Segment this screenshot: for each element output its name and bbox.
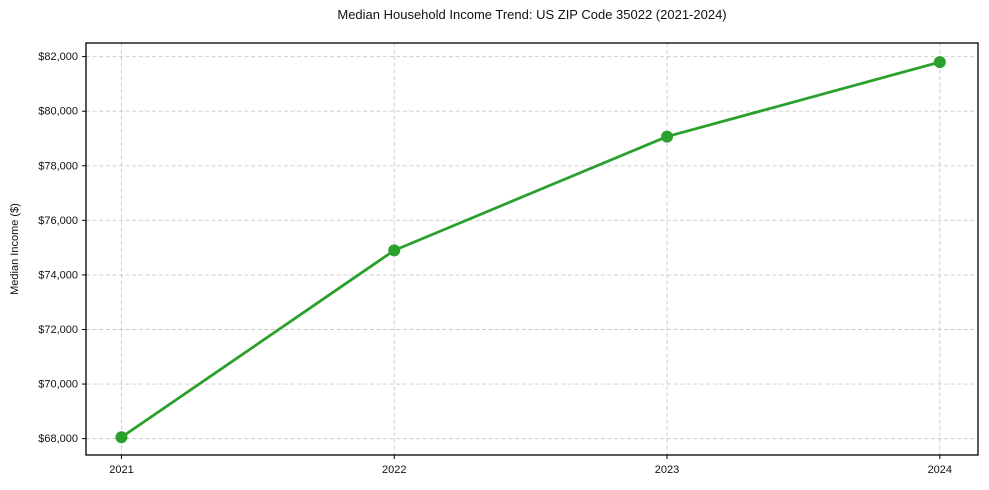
- x-tick-label: 2021: [109, 464, 133, 476]
- y-tick-label: $76,000: [38, 215, 78, 227]
- y-axis-label: Median Income ($): [9, 203, 21, 295]
- data-point-marker: [661, 130, 674, 143]
- y-tick-label: $78,000: [38, 160, 78, 172]
- y-tick-label: $74,000: [38, 269, 78, 281]
- x-tick-label: 2024: [928, 464, 952, 476]
- x-tick-label: 2022: [382, 464, 406, 476]
- data-point-marker: [115, 431, 128, 444]
- x-tick-label: 2023: [655, 464, 679, 476]
- y-tick-label: $72,000: [38, 324, 78, 336]
- plot-border: [85, 42, 979, 456]
- y-tick-label: $70,000: [38, 379, 78, 391]
- chart-title: Median Household Income Trend: US ZIP Co…: [337, 7, 727, 22]
- y-tick-label: $68,000: [38, 433, 78, 445]
- y-tick-label: $80,000: [38, 106, 78, 118]
- data-point-marker: [388, 244, 401, 257]
- trend-line: [120, 60, 942, 439]
- y-tick-label: $82,000: [38, 51, 78, 63]
- data-point-marker: [933, 56, 946, 69]
